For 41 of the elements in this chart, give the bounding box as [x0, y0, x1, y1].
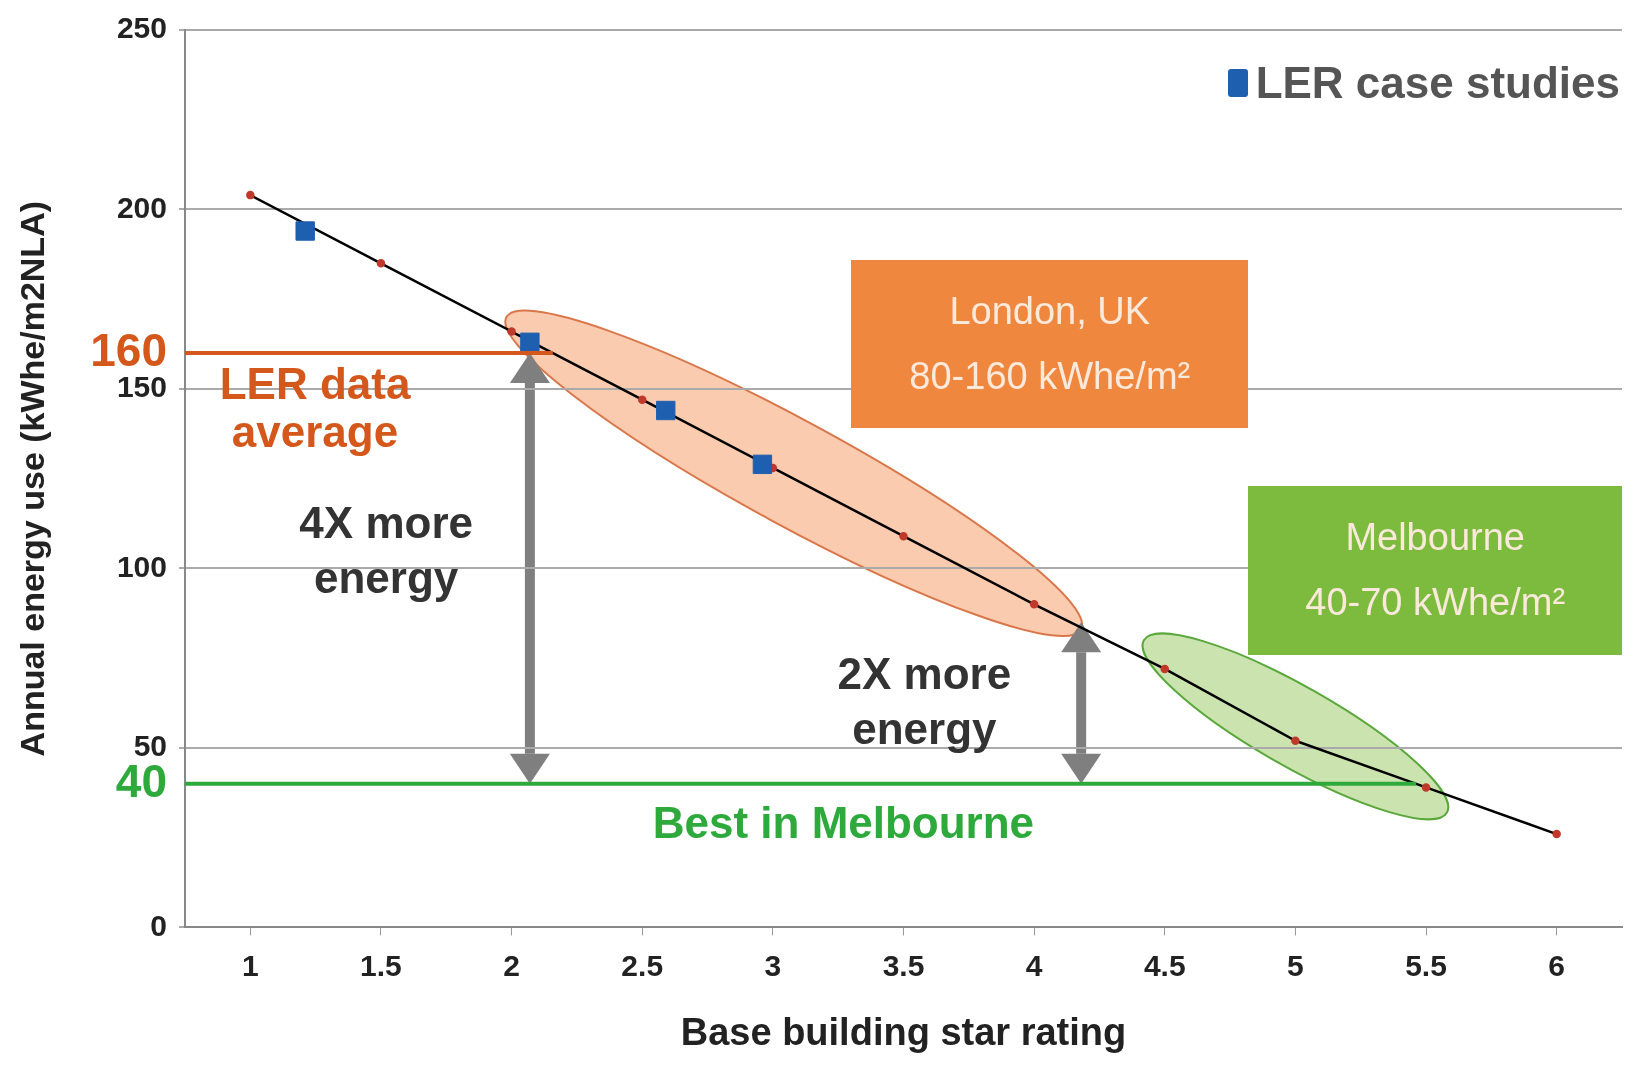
point [520, 332, 540, 352]
point [1160, 664, 1170, 674]
y-tick-label: 200 [116, 190, 167, 224]
annotation: 2X more energy [836, 648, 1013, 756]
x-tick-label: 1.5 [360, 948, 402, 982]
point [1029, 600, 1039, 609]
x-tick-label: 5 [1287, 948, 1304, 982]
annotation: 80-160 kWhe/m² [909, 355, 1191, 399]
point [752, 454, 773, 475]
ref-line-label: LER data average [219, 359, 411, 457]
point [507, 327, 516, 336]
y-tick-label: 100 [116, 549, 167, 583]
annotation: 40-70 kWhe/m² [1305, 581, 1566, 625]
x-tick-label: 3.5 [882, 948, 925, 982]
y-tick-label: 0 [150, 908, 167, 942]
point [1552, 829, 1561, 839]
y-axis-title: Annual energy use (kWhe/m2NLA) [12, 200, 51, 757]
point [1291, 736, 1300, 745]
point [1421, 783, 1431, 792]
x-tick-label: 4 [1025, 948, 1043, 982]
point [637, 395, 647, 404]
y-tick-label: 250 [116, 11, 167, 45]
point [899, 531, 908, 541]
y-tick-label: 50 [133, 729, 167, 763]
annotation: Melbourne [1345, 516, 1525, 560]
point [295, 221, 315, 241]
ref-line-label: Best in Melbourne [652, 797, 1035, 847]
x-tick-label: 1 [241, 948, 259, 982]
x-tick-label: 2 [503, 948, 520, 982]
annotation: 4X more energy [298, 497, 474, 605]
point [376, 259, 386, 268]
point [246, 190, 255, 200]
point [656, 400, 676, 421]
legend-label: LER case studies [1255, 58, 1620, 108]
annotation: London, UK [949, 290, 1151, 334]
x-tick-label: 5.5 [1405, 948, 1447, 982]
x-tick-label: 2.5 [621, 948, 664, 982]
x-axis-title: Base building star rating [680, 1010, 1127, 1053]
x-tick-label: 4.5 [1143, 948, 1186, 982]
x-tick-label: 6 [1548, 948, 1566, 982]
x-tick-label: 3 [764, 948, 782, 982]
